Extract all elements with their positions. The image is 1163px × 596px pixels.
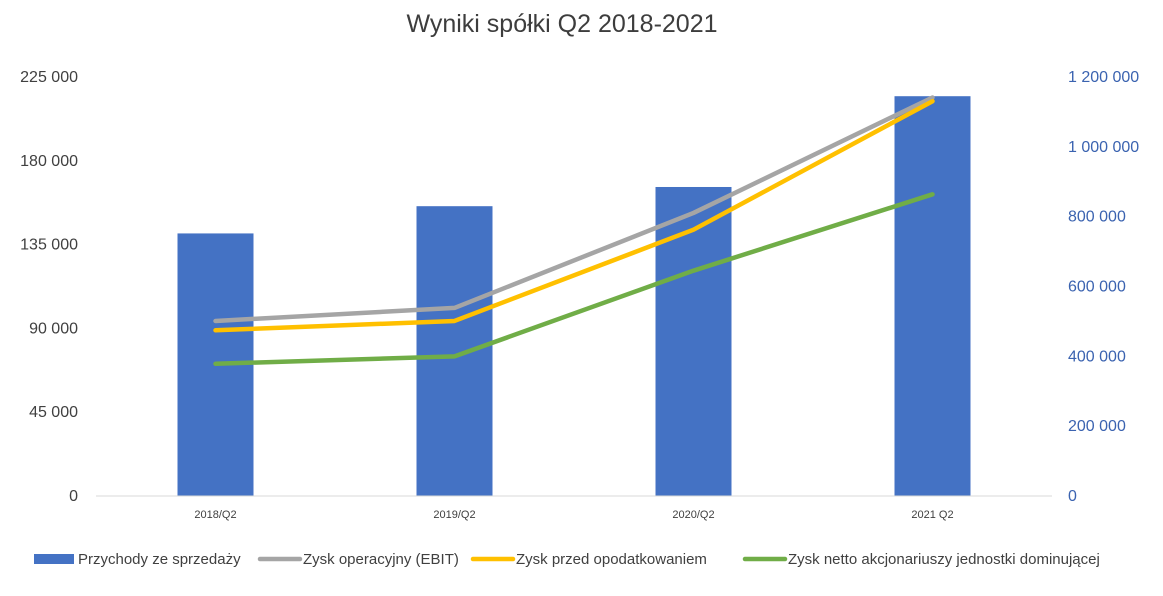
x-axis-tick-label: 2018/Q2 [194, 509, 236, 521]
legend-label-zysk-operacyjny-ebit: Zysk operacyjny (EBIT) [303, 551, 459, 568]
legend-label-przychody-ze-sprzeda-y: Przychody ze sprzedaży [78, 551, 241, 568]
lines-layer [213, 95, 935, 367]
legend-label-zysk-przed-opodatkowaniem: Zysk przed opodatkowaniem [516, 551, 707, 568]
left-axis-tick-label: 0 [69, 488, 78, 505]
line-zysk-netto-akcjonariuszy-jednostki-dominuj-cej [213, 192, 935, 367]
line-zysk-operacyjny-ebit [213, 95, 935, 324]
x-axis-tick-label: 2020/Q2 [672, 509, 714, 521]
left-axis-tick-label: 45 000 [29, 404, 78, 421]
x-axis-tick-label: 2019/Q2 [433, 509, 475, 521]
left-axis-tick-label: 135 000 [20, 237, 78, 254]
right-axis-tick-label: 800 000 [1068, 209, 1126, 226]
right-axis-ticks: 0 200 000 400 000 600 000 800 000 1 000 000 1 … [1068, 69, 1139, 505]
legend-swatch-przychody-ze-sprzeda-y [34, 554, 74, 564]
right-axis-tick-label: 200 000 [1068, 418, 1126, 435]
chart-title: Wyniki spółki Q2 2018-2021 [406, 10, 717, 38]
left-axis-tick-label: 225 000 [20, 69, 78, 86]
bar-2019-q2 [416, 206, 493, 497]
left-axis-tick-label: 180 000 [20, 153, 78, 170]
line-zysk-przed-opodatkowaniem [213, 98, 935, 333]
legend: Przychody ze sprzedaży Zysk operacyjny (E… [34, 551, 1100, 568]
left-axis-ticks: 0 45 000 90 000 135 000 180 000 225 000 [20, 69, 78, 505]
bar-2021-q2 [894, 96, 971, 497]
right-axis-tick-label: 400 000 [1068, 348, 1126, 365]
right-axis-tick-label: 600 000 [1068, 279, 1126, 296]
x-axis-ticks: 2018/Q2 2019/Q2 2020/Q2 2021 Q2 [194, 509, 953, 521]
legend-label-zysk-netto-akcjonariuszy-jednostki-dominuj-cej: Zysk netto akcjonariuszy jednostki domin… [788, 551, 1100, 568]
right-axis-tick-label: 1 200 000 [1068, 69, 1139, 86]
left-axis-tick-label: 90 000 [29, 320, 78, 337]
x-axis-tick-label: 2021 Q2 [911, 509, 953, 521]
bar-2020-q2 [655, 186, 732, 497]
right-axis-tick-label: 0 [1068, 488, 1077, 505]
bars-layer [177, 96, 971, 497]
right-axis-tick-label: 1 000 000 [1068, 139, 1139, 156]
